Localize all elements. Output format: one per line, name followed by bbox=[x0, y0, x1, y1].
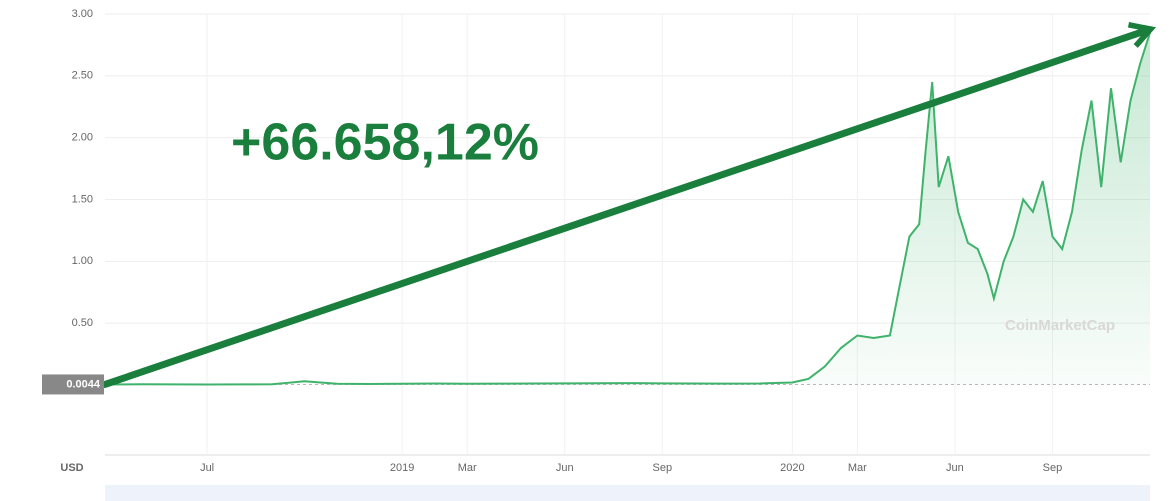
area bbox=[105, 32, 1150, 385]
price-line bbox=[104, 32, 1151, 386]
x-tick-label: Sep bbox=[653, 462, 673, 474]
y-tick-label: 2.00 bbox=[72, 132, 93, 144]
watermark: CoinMarketCap bbox=[1005, 317, 1115, 334]
y-tick-label: 1.00 bbox=[72, 255, 93, 267]
x-tick-label: Mar bbox=[848, 462, 867, 474]
trend-arrow bbox=[101, 22, 1156, 388]
price-label: 0.0044 bbox=[66, 378, 101, 390]
x-tick-label: Jul bbox=[200, 462, 214, 474]
x-tick-label: 2019 bbox=[390, 462, 414, 474]
x-tick-label: Jun bbox=[556, 462, 574, 474]
currency-label: USD bbox=[60, 462, 83, 474]
x-tick-label: 2020 bbox=[780, 462, 804, 474]
y-tick-label: 1.50 bbox=[72, 193, 93, 205]
navigator[interactable] bbox=[105, 485, 1150, 501]
price-box bbox=[42, 374, 104, 395]
x-tick-label: Mar bbox=[458, 462, 477, 474]
y-tick-label: 0.50 bbox=[72, 317, 93, 329]
y-tick-label: 3.00 bbox=[72, 8, 93, 20]
y-tick-label: 2.50 bbox=[72, 70, 93, 82]
x-tick-label: Jun bbox=[946, 462, 964, 474]
x-tick-label: Sep bbox=[1043, 462, 1063, 474]
annotation: +66.658,12% bbox=[231, 114, 539, 172]
